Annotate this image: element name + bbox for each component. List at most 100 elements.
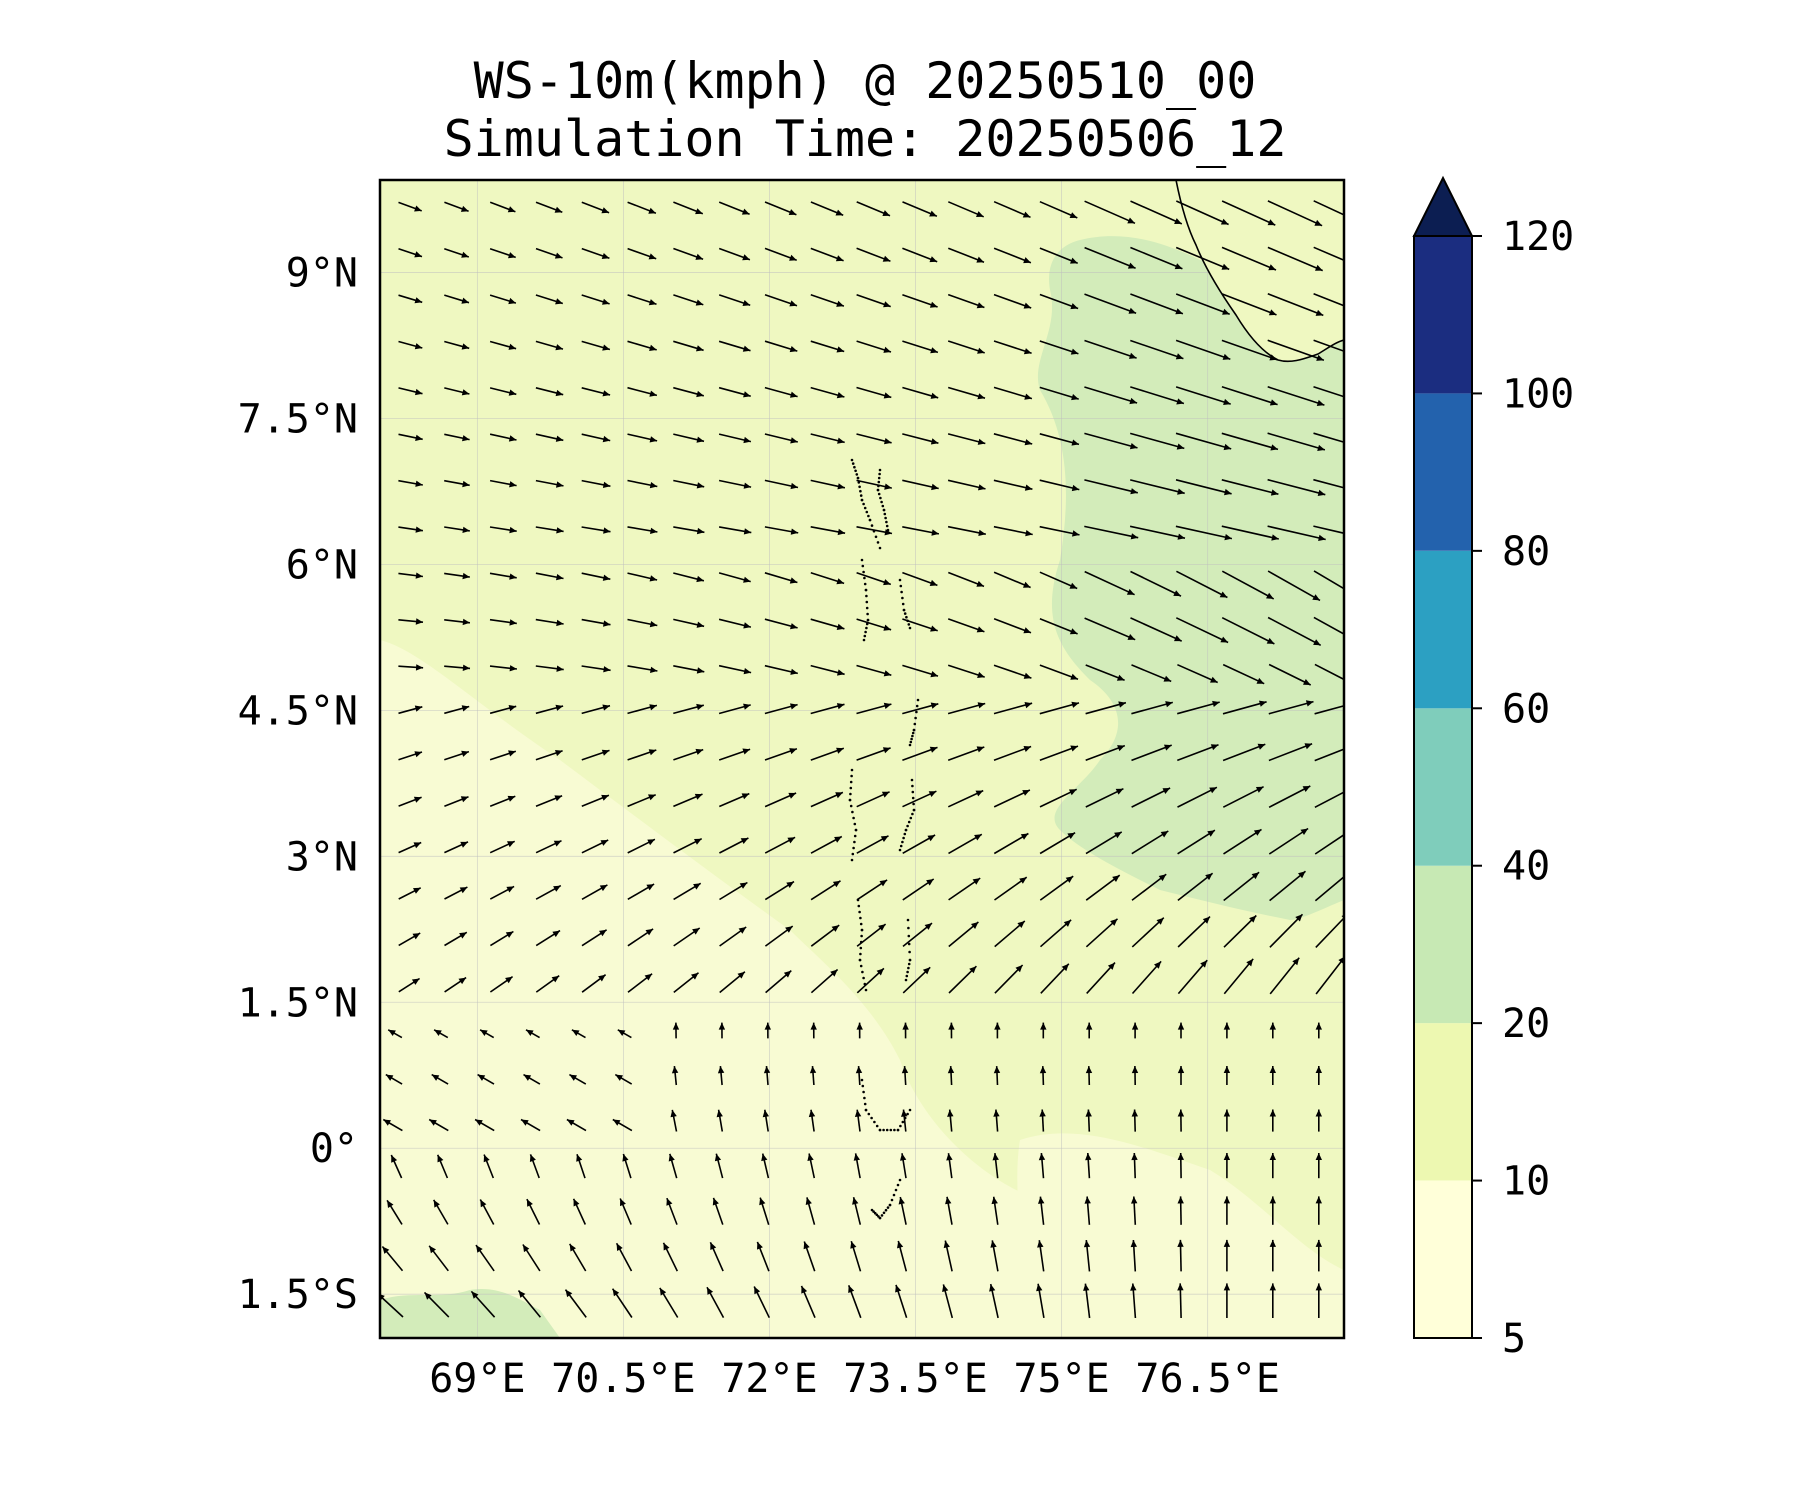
wind-arrow	[1223, 1109, 1231, 1132]
speed-band-20-to-40-southwest	[380, 1289, 560, 1338]
wind-arrow	[902, 702, 939, 715]
wind-arrow	[807, 1153, 816, 1179]
wind-arrow	[627, 247, 657, 260]
island-dot	[903, 612, 907, 615]
wind-arrow	[764, 1022, 771, 1039]
wind-arrow	[718, 526, 752, 535]
wind-arrow	[756, 1241, 770, 1272]
wind-arrow	[947, 746, 985, 761]
island-dot	[865, 594, 868, 598]
wind-arrow	[810, 201, 844, 216]
wind-arrow	[1269, 913, 1304, 948]
wind-arrow	[1314, 704, 1344, 715]
wind-arrow	[444, 931, 468, 947]
island-dot	[851, 462, 855, 465]
wind-arrow	[387, 1029, 403, 1039]
wind-arrow	[943, 1240, 953, 1272]
wind-arrow	[1039, 386, 1079, 401]
wind-arrow	[381, 1245, 404, 1272]
wind-arrow	[673, 703, 705, 715]
wind-arrow	[902, 479, 939, 491]
wind-arrow	[581, 201, 610, 214]
wind-arrow	[897, 1240, 908, 1272]
island-dot	[913, 722, 917, 726]
wind-arrow	[1177, 872, 1214, 902]
wind-arrow	[993, 200, 1031, 219]
island-dot	[899, 844, 903, 848]
wind-arrow	[810, 880, 841, 901]
wind-arrow	[718, 792, 750, 808]
island-dot	[898, 1178, 902, 1182]
wind-arrow	[809, 1066, 817, 1086]
wind-arrow	[1085, 831, 1123, 855]
colorbar-frame	[1413, 235, 1473, 1339]
wind-arrow	[810, 572, 845, 585]
wind-arrow	[852, 1197, 862, 1225]
island-dot	[857, 904, 861, 908]
wind-arrow	[535, 794, 563, 808]
wind-arrow	[673, 247, 704, 260]
wind-arrow	[803, 1241, 816, 1272]
wind-arrow	[947, 433, 986, 445]
wind-arrow	[489, 885, 515, 900]
island-dot	[903, 832, 907, 836]
wind-arrow	[535, 479, 564, 488]
wind-arrow	[1221, 479, 1279, 496]
wind-arrow	[902, 247, 938, 263]
wind-arrow	[431, 1073, 449, 1085]
wind-arrow	[489, 572, 517, 580]
wind-arrow	[673, 665, 705, 674]
wind-arrow	[810, 968, 839, 994]
island-dot	[858, 910, 861, 914]
island-dot	[901, 596, 904, 600]
island-dot	[902, 608, 906, 612]
island-dot	[866, 612, 869, 616]
wind-arrow	[673, 972, 699, 994]
colorbar-segment	[1414, 708, 1472, 866]
wind-arrow	[901, 1066, 909, 1086]
island-dot	[862, 638, 866, 642]
wind-arrow	[390, 1154, 403, 1179]
wind-arrow	[1039, 664, 1079, 680]
wind-arrow	[436, 1154, 449, 1179]
wind-arrow	[475, 1244, 495, 1272]
wind-arrow	[1131, 1065, 1139, 1086]
island-dot	[896, 1128, 900, 1132]
wind-arrow	[856, 201, 891, 217]
wind-arrow	[444, 750, 470, 761]
wind-arrow	[1267, 200, 1323, 227]
island-dot	[850, 858, 854, 862]
island-dot	[862, 1090, 865, 1094]
wind-arrow	[1222, 700, 1267, 715]
latitude-label: 1.5°N	[238, 980, 358, 1026]
island-dot	[852, 816, 855, 820]
wind-arrow	[1130, 200, 1183, 225]
wind-arrow	[1039, 1109, 1046, 1132]
wind-arrow	[1177, 1196, 1184, 1225]
wind-arrow	[948, 877, 981, 901]
wind-arrow	[433, 1029, 449, 1039]
wind-arrow	[581, 479, 611, 488]
wind-arrow	[1315, 1109, 1322, 1132]
wind-arrow	[581, 704, 611, 715]
wind-arrow	[1130, 1239, 1137, 1272]
wind-arrow	[764, 618, 798, 630]
wind-arrow	[1085, 918, 1119, 948]
island-dot	[907, 934, 911, 938]
wind-arrow	[581, 433, 611, 443]
island-dot	[898, 578, 902, 582]
wind-arrow	[901, 1109, 908, 1132]
wind-arrow	[382, 1118, 403, 1132]
wind-arrow	[398, 705, 423, 715]
wind-arrow	[1314, 791, 1344, 809]
wind-arrow	[444, 433, 470, 442]
wind-arrow	[993, 832, 1029, 855]
wind-arrow	[522, 1244, 541, 1272]
island-dot	[879, 496, 882, 500]
longitude-label: 70.5°E	[551, 1356, 696, 1402]
wind-arrow	[1175, 246, 1230, 271]
wind-arrow	[853, 1153, 861, 1179]
wind-arrow	[947, 479, 986, 491]
wind-arrow	[581, 294, 610, 305]
